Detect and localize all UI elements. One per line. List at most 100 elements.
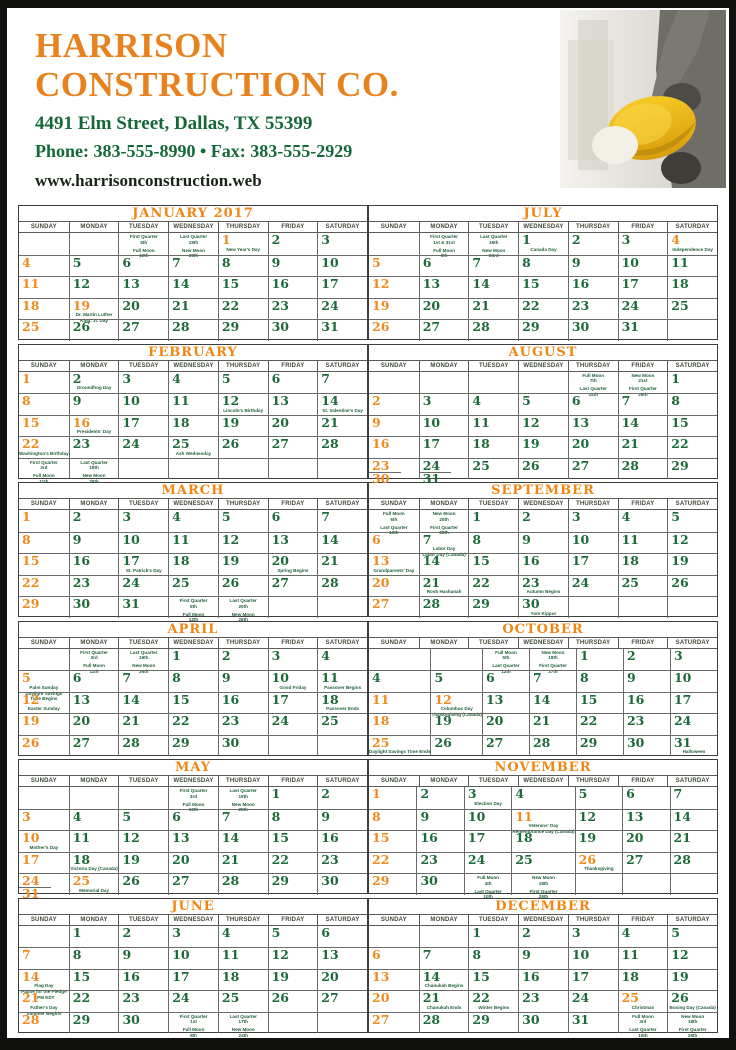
day-number: 10 bbox=[467, 808, 486, 824]
day-cell: 20 bbox=[168, 851, 218, 874]
day-cell bbox=[430, 648, 482, 671]
day-number: 10 bbox=[172, 947, 190, 963]
moon-phase-line: First Quarter bbox=[678, 1027, 707, 1033]
day-number: 11 bbox=[172, 393, 190, 409]
day-cell: 9 bbox=[416, 808, 464, 831]
day-cell: 15 bbox=[217, 276, 268, 298]
day-number: 12 bbox=[671, 947, 689, 963]
day-number: 3 bbox=[571, 924, 581, 940]
day-number: 18 bbox=[221, 968, 240, 984]
day-number: 22 bbox=[172, 713, 190, 729]
moon-phase-group: Full Moon 12th bbox=[119, 248, 168, 259]
moon-phase-group: New Moon 28th bbox=[219, 612, 268, 623]
day-number: 22 bbox=[472, 990, 490, 1006]
day-cell: 14 bbox=[118, 691, 169, 714]
moon-phase-line: Full Moon bbox=[632, 1013, 654, 1019]
day-cell: 9 bbox=[518, 947, 568, 969]
holiday-note-line: Halloween bbox=[682, 749, 706, 755]
moon-phase-group: New Moon 28th bbox=[169, 248, 218, 259]
day-cell: 8 bbox=[267, 808, 318, 831]
moon-phase-line: Last Quarter bbox=[229, 788, 257, 794]
day-cell: 1 bbox=[468, 510, 518, 532]
holiday-note-line: Remembrance Day (Canada) bbox=[512, 829, 575, 835]
month-title: JANUARY 2017 bbox=[19, 206, 367, 222]
moon-phase-group: Last Quarter 14th bbox=[569, 386, 618, 397]
weekday-header-row: SUNDAY MONDAY TUESDAY WEDNESDAY THURSDAY FRID… bbox=[369, 360, 717, 372]
moon-phase-line: New Moon bbox=[82, 473, 106, 479]
day-cell: 14 St. Valentine's Day bbox=[317, 393, 367, 415]
moon-phase-group: Full Moon 12th bbox=[169, 612, 218, 623]
day-cell bbox=[369, 926, 419, 948]
day-cell: 10 bbox=[669, 670, 717, 692]
month-title: MAY bbox=[19, 760, 367, 777]
day-cell: 18 bbox=[511, 830, 575, 852]
moon-phase-group: Last Quarter 10th bbox=[619, 1027, 668, 1038]
holiday-note: Good Friday bbox=[269, 685, 318, 690]
day-cell: 13 bbox=[622, 808, 670, 831]
moon-phase-line: First Quarter bbox=[29, 459, 58, 465]
day-number: 3 bbox=[571, 509, 581, 525]
day-number: 17 bbox=[172, 968, 190, 984]
day-cell: 28 bbox=[168, 319, 218, 341]
day-number: 25 bbox=[671, 297, 689, 313]
day-number: 23 bbox=[420, 851, 438, 867]
moon-phase-line: 1st bbox=[190, 1019, 197, 1025]
weekday-header-row: SUNDAY MONDAY TUESDAY WEDNESDAY THURSDAY FRID… bbox=[369, 499, 717, 511]
day-number: 23 bbox=[321, 851, 339, 867]
day-cell: 16 bbox=[518, 968, 568, 991]
moon-phase-line: 18th bbox=[538, 880, 549, 886]
moon-phase-note: Full Moon 4th Last Quarter 10th bbox=[465, 875, 511, 899]
moon-phase-group: Full Moon 10th bbox=[169, 802, 218, 813]
day-number: 23 bbox=[271, 297, 289, 313]
day-cell: 19 Dr. Martin Luther King, Jr. Day bbox=[68, 297, 119, 323]
day-cell bbox=[317, 1011, 367, 1034]
day-number: 20 bbox=[372, 574, 390, 590]
moon-phase-group: First Quarter 1st bbox=[169, 1014, 218, 1025]
moon-phase-line: First Quarter bbox=[80, 649, 108, 655]
day-cell: 3 bbox=[19, 808, 69, 831]
day-number: 8 bbox=[22, 531, 31, 547]
moon-phase-note: Full Moon 6th Last Quarter 13th bbox=[369, 511, 419, 535]
day-number: 3 bbox=[172, 924, 181, 940]
moon-phase-group: Full Moon 11th bbox=[19, 473, 69, 484]
day-cell: Last Quarter 17th New Moon 24th bbox=[217, 1011, 268, 1038]
day-number: 13 bbox=[321, 947, 339, 963]
day-cell: 17 bbox=[463, 830, 512, 852]
day-number: 24 bbox=[571, 574, 590, 590]
day-number: 16 bbox=[626, 691, 645, 707]
day-cell: 30 bbox=[317, 873, 367, 895]
day-cell: 25 Christmas bbox=[617, 990, 668, 1012]
day-cell: 22 bbox=[267, 851, 318, 874]
day-cell: 14 bbox=[168, 276, 218, 298]
day-number: 15 bbox=[472, 553, 490, 569]
day-number: 28 bbox=[221, 873, 240, 889]
day-cell: 31 bbox=[617, 319, 668, 341]
day-number: 2 bbox=[221, 647, 231, 663]
weekday-header: FRIDAY bbox=[617, 360, 668, 371]
moon-phase-line: 19th bbox=[139, 655, 149, 661]
moon-phase-line: 11th bbox=[39, 478, 49, 484]
day-number: 26 bbox=[434, 734, 452, 750]
day-cell: 14 Flag Day "Pause for the Pledge" 7 PM EDT bbox=[19, 968, 69, 1000]
day-number: 26 bbox=[122, 873, 140, 889]
holiday-note-line: Chanukah Ends bbox=[426, 1004, 462, 1010]
day-cell: Full Moon 5th Last Quarter 12th bbox=[481, 648, 529, 674]
moon-phase-note: Last Quarter 19th New Moon 28th bbox=[169, 234, 218, 258]
month-title: NOVEMBER bbox=[369, 760, 717, 777]
day-number: 24 bbox=[571, 990, 590, 1006]
day-cell: 27 bbox=[68, 734, 119, 757]
moon-phase-line: 3rd bbox=[40, 465, 48, 471]
day-number: 4 bbox=[22, 254, 31, 270]
day-number: 29 bbox=[522, 319, 540, 334]
day-number: 24 bbox=[321, 297, 339, 313]
moon-phase-line: First Quarter bbox=[430, 234, 458, 239]
company-phone-fax: Phone: 383-555-8990 • Fax: 383-555-2929 bbox=[35, 141, 353, 161]
day-cell: 27 bbox=[622, 851, 670, 874]
moon-phase-group: New Moon 26th bbox=[70, 473, 119, 484]
moon-phase-line: 19th bbox=[188, 239, 199, 245]
weekday-header: SATURDAY bbox=[667, 499, 717, 510]
weekday-header: FRIDAY bbox=[617, 776, 668, 787]
moon-phase-line: Last Quarter bbox=[480, 234, 508, 239]
moon-phase-group: First Quarter 26th bbox=[668, 1027, 717, 1038]
moon-phase-line: Full Moon bbox=[33, 473, 55, 479]
